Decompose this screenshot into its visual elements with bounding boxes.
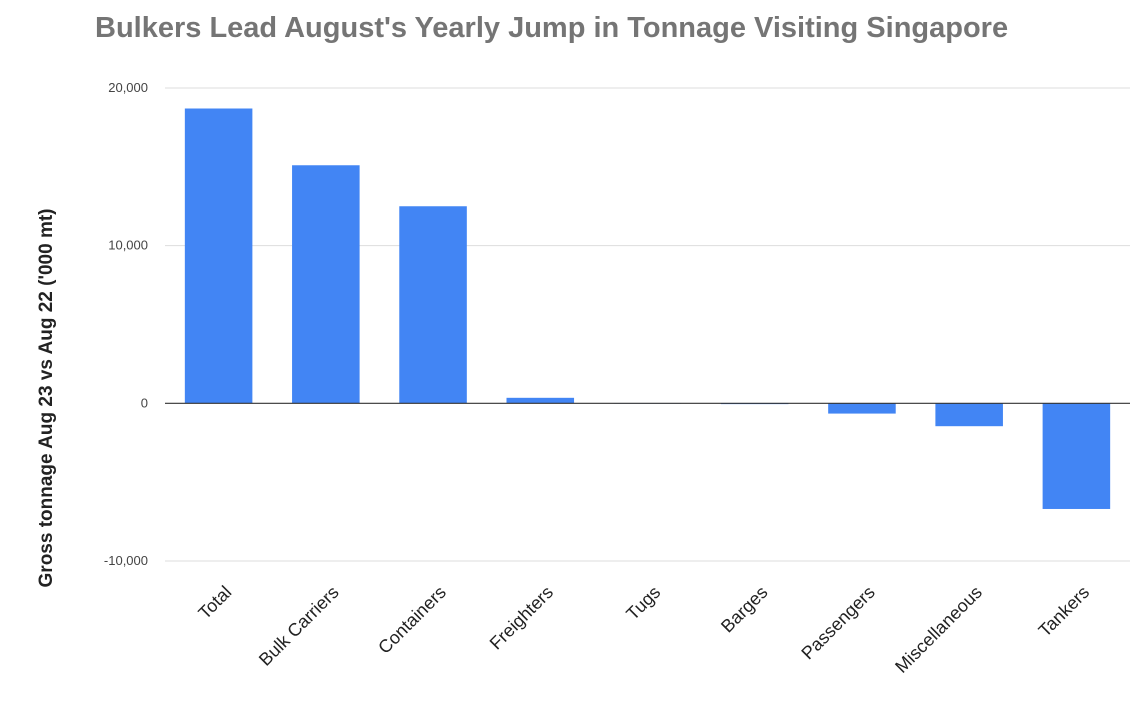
y-tick-label: 20,000 [108,80,148,95]
bar-bulk-carriers [292,165,360,404]
y-axis-label: Gross tonnage Aug 23 vs Aug 22 ('000 mt) [36,209,57,588]
bar-miscellaneous [935,403,1003,427]
x-tick-label-bulk-carriers: Bulk Carriers [255,582,343,670]
bar-passengers [828,403,896,414]
x-tick-label-freighters: Freighters [486,582,557,653]
y-tick-labels: -10,000 0 10,000 20,000 [104,80,148,568]
x-tick-label-tankers: Tankers [1035,582,1094,641]
y-tick-label: 10,000 [108,238,148,253]
y-tick-label: 0 [141,395,148,410]
bars [184,108,1111,509]
x-tick-label-barges: Barges [717,582,771,636]
y-tick-label: -10,000 [104,553,148,568]
x-tick-label-containers: Containers [374,582,450,658]
x-tick-label-total: Total [194,582,235,623]
bar-freighters [506,397,575,404]
x-tick-label-passengers: Passengers [797,582,878,663]
bar-total [184,108,253,404]
x-tick-label-miscellaneous: Miscellaneous [891,582,986,677]
x-tick-labels: Total Bulk Carriers Containers Freighters Tu… [194,582,1093,677]
bar-tankers [1042,403,1111,509]
x-tick-label-tugs: Tugs [622,582,664,624]
bar-containers [399,206,467,404]
chart-title: Bulkers Lead August's Yearly Jump in Ton… [95,12,1009,44]
